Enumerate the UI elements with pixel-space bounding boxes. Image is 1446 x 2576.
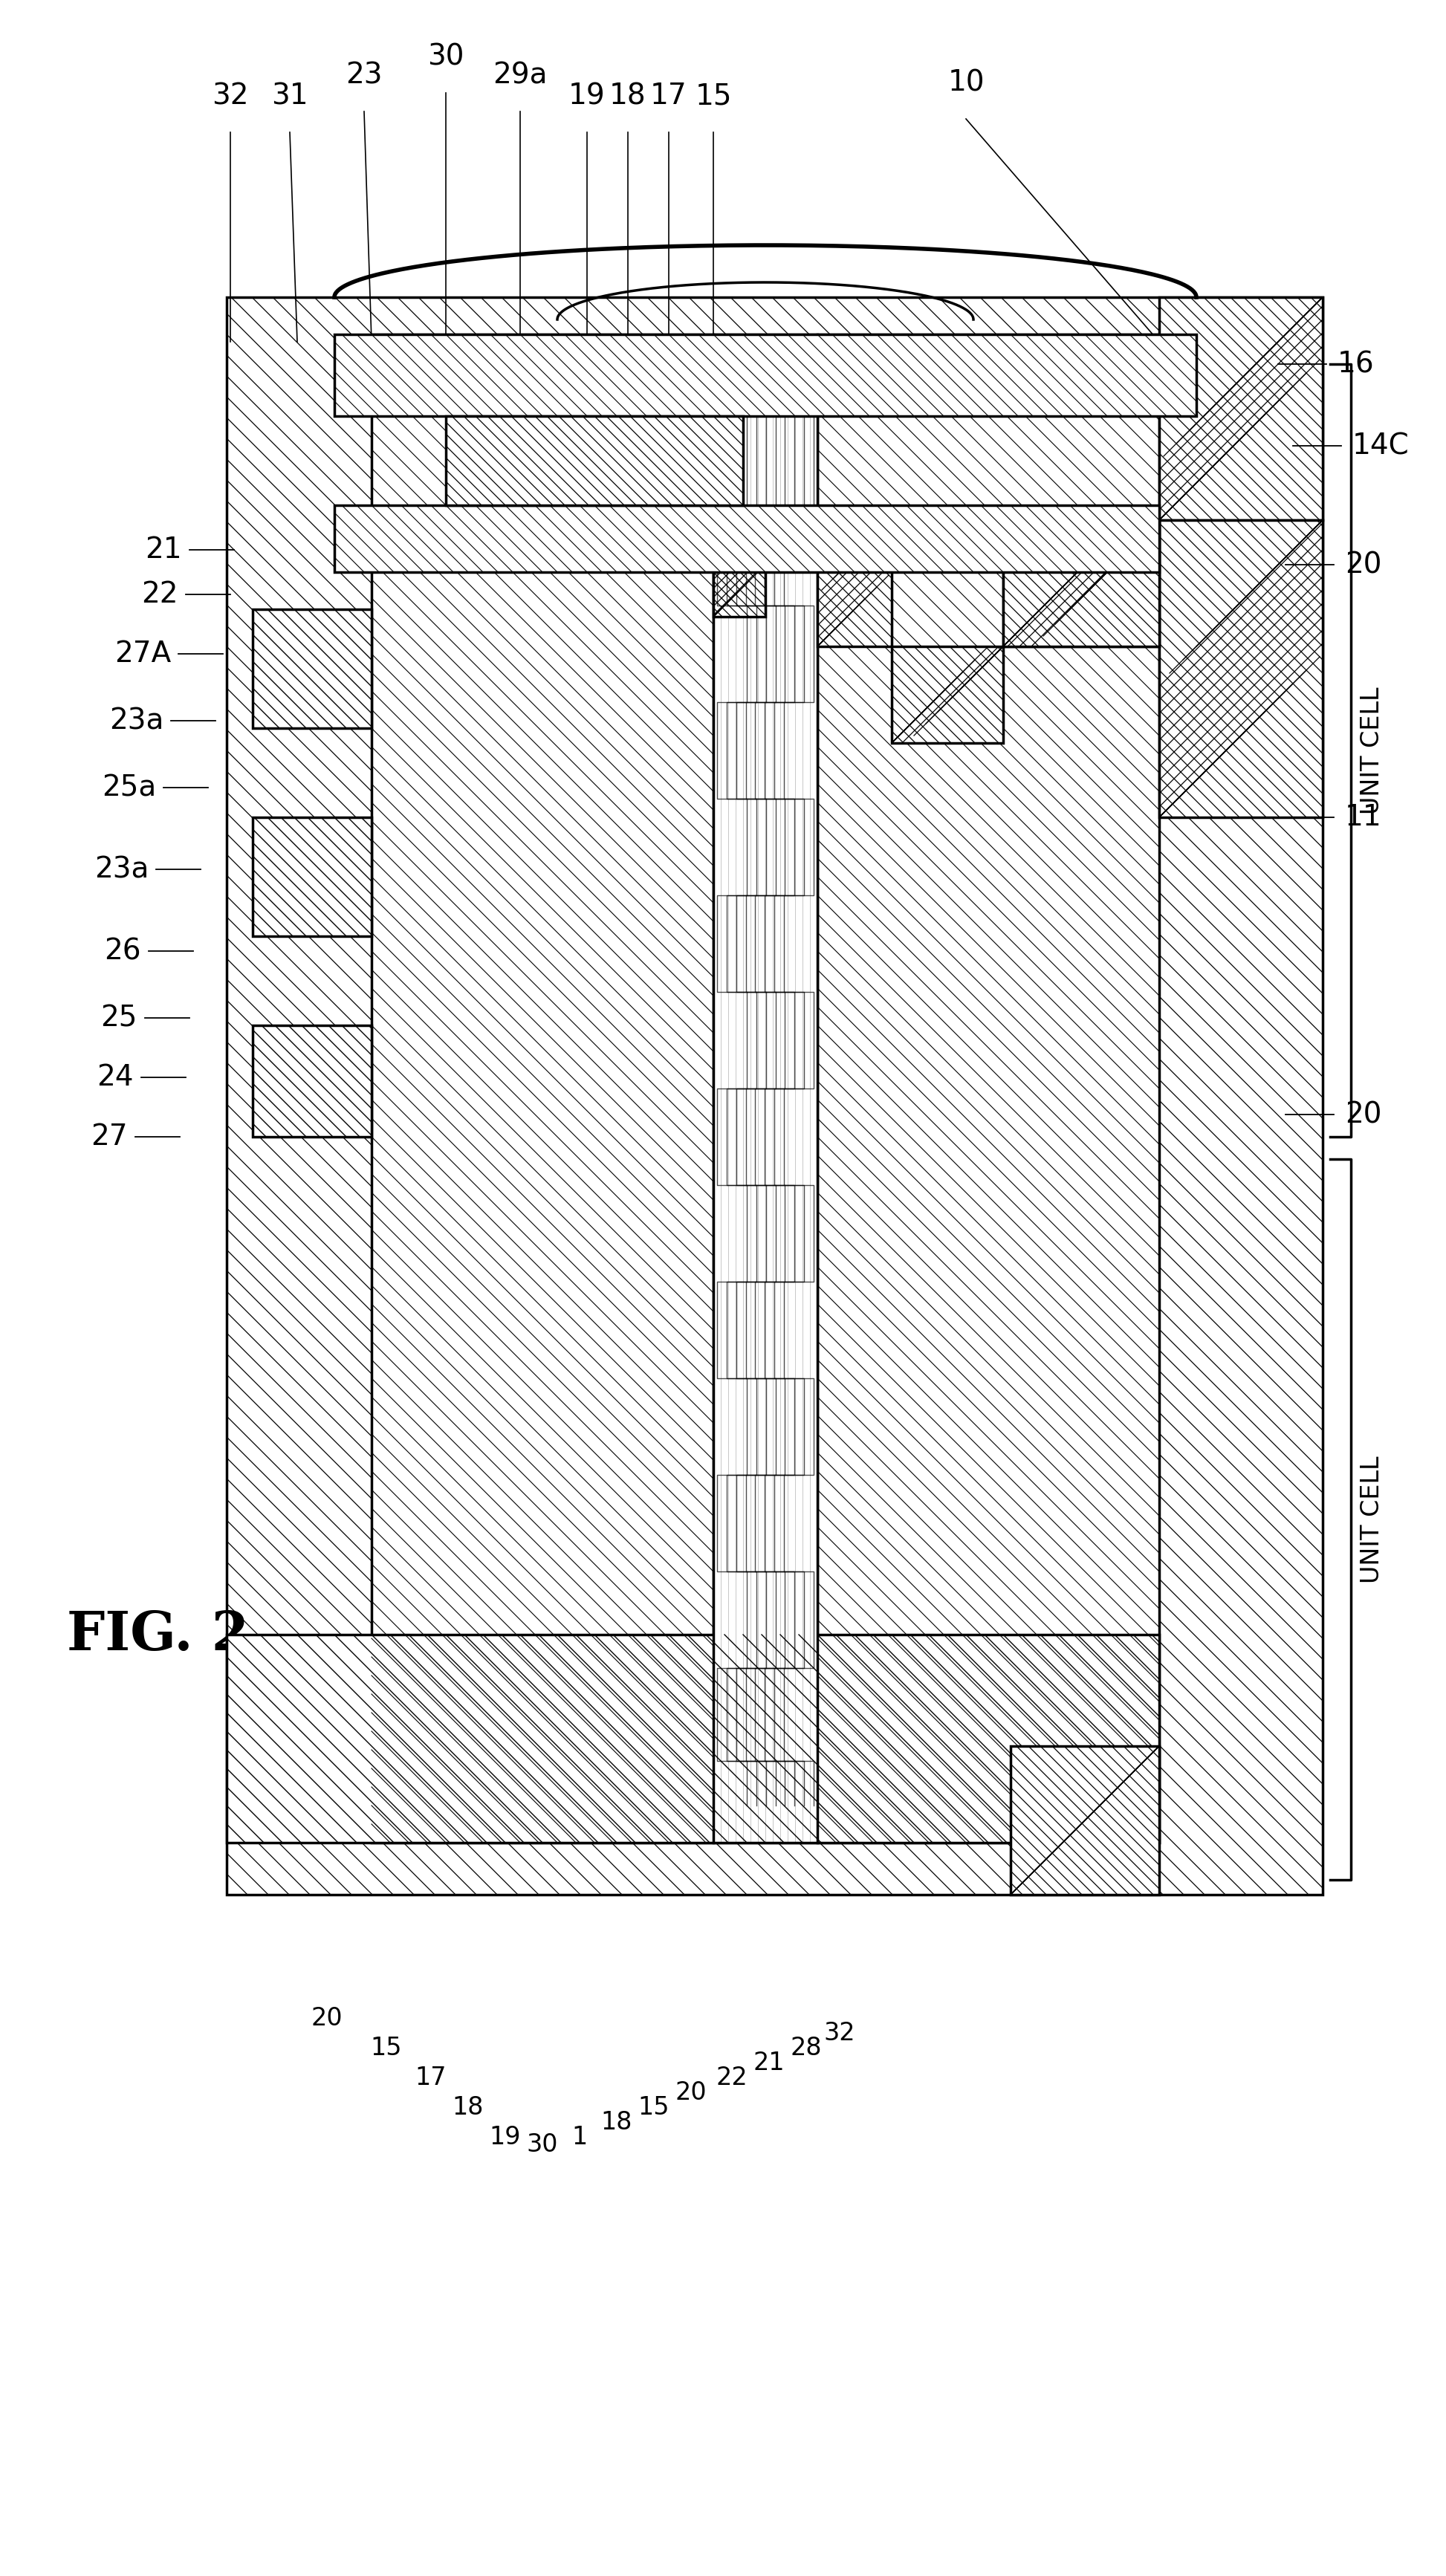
Bar	[227, 1636, 1160, 1842]
Text: 20: 20	[1345, 551, 1382, 580]
Text: 21: 21	[145, 536, 182, 564]
Bar	[892, 647, 1004, 742]
Bar	[253, 817, 372, 935]
Bar	[713, 335, 817, 1842]
Text: 18: 18	[453, 2094, 484, 2120]
Text: 24: 24	[97, 1064, 133, 1092]
Text: 25a: 25a	[101, 773, 156, 801]
Bar	[334, 335, 1196, 417]
Bar	[1160, 296, 1323, 520]
Text: 27: 27	[91, 1123, 127, 1151]
Text: FIG. 2: FIG. 2	[67, 1607, 249, 1662]
Text: 26: 26	[104, 938, 142, 966]
Bar	[253, 1025, 372, 1136]
Text: 32: 32	[213, 82, 249, 111]
Text: 19: 19	[568, 82, 606, 111]
Bar	[253, 611, 372, 729]
Text: 20: 20	[311, 2007, 343, 2030]
Text: 21: 21	[753, 2050, 785, 2076]
Text: 20: 20	[675, 2081, 707, 2105]
Text: 1: 1	[571, 2125, 587, 2148]
Text: 19: 19	[490, 2125, 521, 2148]
Text: 32: 32	[824, 2022, 856, 2045]
Text: 25: 25	[101, 1005, 137, 1033]
Text: 16: 16	[1338, 350, 1375, 379]
Text: 18: 18	[602, 2110, 632, 2136]
Text: 23a: 23a	[94, 855, 149, 884]
Bar	[1004, 520, 1160, 647]
Text: 30: 30	[428, 41, 464, 70]
Text: 28: 28	[791, 2035, 821, 2061]
Bar	[1011, 1747, 1160, 1896]
Bar	[817, 335, 1160, 1842]
Bar	[713, 520, 765, 616]
Bar	[372, 335, 1160, 1842]
Text: 30: 30	[526, 2133, 558, 2156]
Text: 15: 15	[370, 2035, 402, 2061]
Text: 22: 22	[716, 2066, 748, 2089]
Text: 15: 15	[638, 2094, 669, 2120]
Bar	[817, 520, 892, 647]
Text: 31: 31	[272, 82, 308, 111]
Text: 18: 18	[609, 82, 646, 111]
Text: UNIT CELL: UNIT CELL	[1359, 688, 1384, 814]
Bar	[372, 335, 713, 1842]
Text: 22: 22	[142, 580, 178, 608]
Text: 14C: 14C	[1352, 433, 1410, 461]
Text: 17: 17	[415, 2066, 447, 2089]
Text: 11: 11	[1345, 804, 1382, 832]
Text: UNIT CELL: UNIT CELL	[1359, 1455, 1384, 1584]
Text: 17: 17	[651, 82, 687, 111]
Bar	[334, 505, 1160, 572]
Text: 20: 20	[1345, 1100, 1382, 1128]
Bar	[445, 417, 743, 505]
Bar	[227, 296, 1323, 1896]
Text: 15: 15	[696, 82, 732, 111]
Bar	[1004, 520, 1160, 647]
Text: 29a: 29a	[493, 62, 548, 90]
Text: 23a: 23a	[108, 706, 163, 734]
Text: 23: 23	[346, 62, 383, 90]
Bar	[1160, 520, 1323, 817]
Text: 27A: 27A	[114, 639, 171, 667]
Text: 10: 10	[947, 70, 985, 95]
